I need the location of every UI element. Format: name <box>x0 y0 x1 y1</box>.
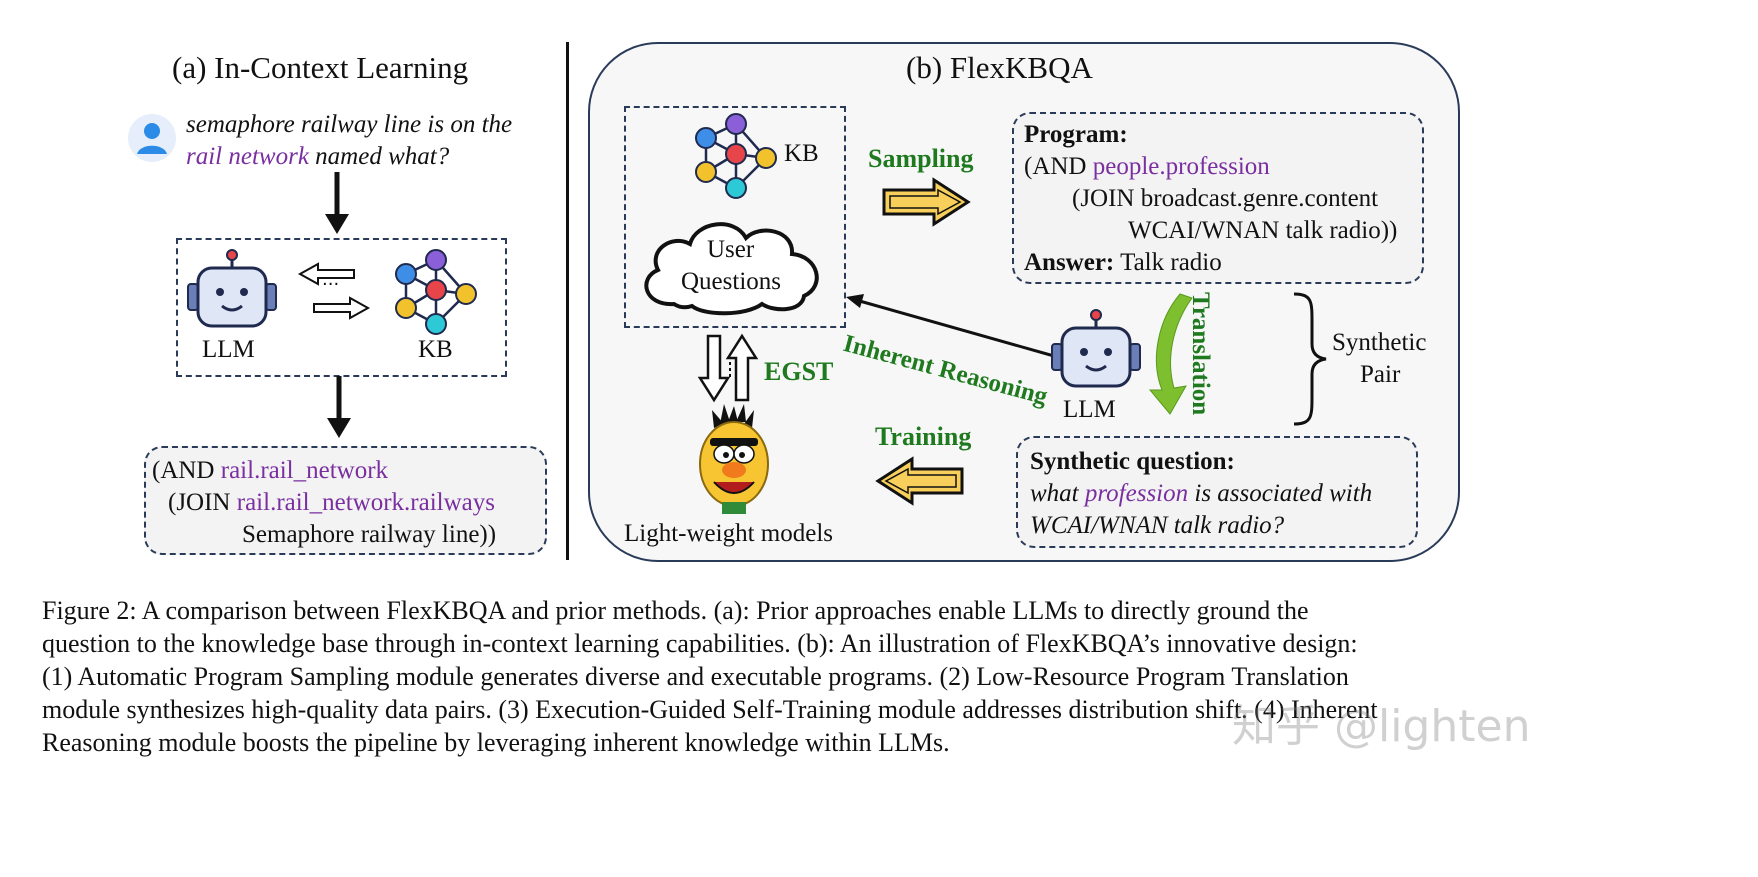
synthetic-question-box <box>1016 436 1418 548</box>
synthetic-pair-line2: Pair <box>1360 361 1401 388</box>
answer-value: Talk radio <box>1114 249 1222 276</box>
program-highlight: people.profession <box>1092 153 1270 180</box>
answer-label: Answer: <box>1024 249 1115 276</box>
training-label: Training <box>875 422 972 451</box>
program-highlight: rail.rail_network <box>220 457 389 484</box>
llm-robot-icon <box>187 249 277 328</box>
program-prefix: (AND <box>152 457 221 484</box>
icl-program-box <box>144 446 547 555</box>
llm-robot-icon <box>1051 309 1141 388</box>
curly-brace-icon <box>1293 292 1327 426</box>
down-arrow-icon <box>325 172 349 234</box>
dots-label: ··· <box>322 274 340 295</box>
watermark: 知乎 @lighten <box>1232 701 1531 752</box>
translation-label: Translation <box>1187 292 1214 416</box>
question-rest: named what? <box>308 143 450 170</box>
right-title: (b) FlexKBQA <box>906 50 1093 85</box>
program-answer: Answer: Talk radio <box>1024 247 1222 279</box>
right-llm-label: LLM <box>1063 396 1116 423</box>
lightweight-model-icon <box>699 404 769 514</box>
caption-line: (1) Automatic Program Sampling module ge… <box>42 662 1349 691</box>
egst-arrows-icon <box>697 333 759 403</box>
icl-program-line2: (JOIN rail.rail_network.railways <box>168 487 495 519</box>
kb-questions-box <box>624 106 846 328</box>
lightweight-models-label: Light-weight models <box>624 520 833 547</box>
question-highlight: rail network <box>186 143 309 170</box>
left-title: (a) In-Context Learning <box>172 50 469 85</box>
question-highlight: profession <box>1084 480 1189 507</box>
cloud-icon <box>644 222 819 316</box>
question-rest: is associated with <box>1188 480 1373 507</box>
program-line3: WCAI/WNAN talk radio)) <box>1128 217 1398 244</box>
panel-divider <box>566 42 569 560</box>
question-prefix: what <box>1030 480 1085 507</box>
user-question-line1: semaphore railway line is on the <box>186 111 513 138</box>
cloud-text-line2: Questions <box>681 268 781 295</box>
bidirectional-arrows-icon <box>297 262 371 320</box>
caption-line: question to the knowledge base through i… <box>42 629 1358 658</box>
program-prefix: (JOIN <box>168 489 237 516</box>
right-kb-label: KB <box>784 140 819 167</box>
icl-program-line3: Semaphore railway line)) <box>242 521 497 548</box>
synthetic-question-line2: WCAI/WNAN talk radio? <box>1030 512 1285 539</box>
program-line2: (JOIN broadcast.genre.content <box>1072 185 1379 212</box>
program-line1: (AND people.profession <box>1024 151 1270 183</box>
icl-program-line1: (AND rail.rail_network <box>152 455 388 487</box>
cloud-text-line1: User <box>707 236 755 263</box>
left-kb-label: KB <box>418 336 453 363</box>
user-avatar-icon <box>128 114 176 162</box>
program-prefix: (AND <box>1024 153 1093 180</box>
kb-graph-icon <box>395 249 477 335</box>
caption-line: Reasoning module boosts the pipeline by … <box>42 728 950 757</box>
caption-line: Figure 2: A comparison between FlexKBQA … <box>42 596 1309 625</box>
inherent-reasoning-arrow-icon <box>846 294 1055 358</box>
user-question-line2: rail network named what? <box>186 141 449 173</box>
synthetic-pair-line1: Synthetic <box>1332 329 1427 356</box>
left-arrow-icon <box>875 456 964 506</box>
caption-line: module synthesizes high-quality data pai… <box>42 695 1378 724</box>
left-llm-label: LLM <box>202 336 255 363</box>
translation-arrow-icon <box>1148 293 1193 415</box>
program-box <box>1012 112 1424 284</box>
down-arrow-icon <box>327 376 351 438</box>
program-highlight: rail.rail_network.railways <box>236 489 495 516</box>
figure-caption: Figure 2: A comparison between FlexKBQA … <box>42 594 1538 759</box>
kb-graph-icon <box>695 113 777 199</box>
egst-label: EGST <box>764 357 834 386</box>
synthetic-question-heading: Synthetic question: <box>1030 448 1235 475</box>
sampling-label: Sampling <box>868 144 974 173</box>
right-arrow-icon <box>882 177 971 227</box>
program-heading: Program: <box>1024 121 1128 148</box>
synthetic-question-line1: what profession is associated with <box>1030 478 1372 510</box>
